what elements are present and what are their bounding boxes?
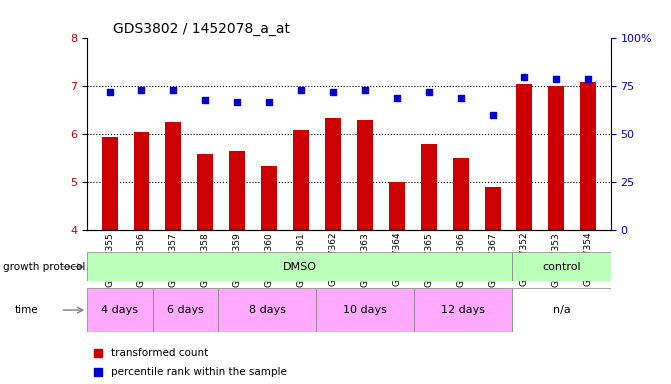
Point (264, 99, 274, 105)
Text: growth protocol: growth protocol (3, 262, 86, 272)
Text: 4 days: 4 days (101, 305, 138, 315)
Point (360, 87, 370, 93)
Bar (134, 132, 150, 230)
Bar (415, 288, 513, 332)
Point (439, 106, 450, 113)
Bar (87, 252, 513, 281)
Bar (101, 137, 117, 230)
Text: time: time (15, 305, 38, 315)
Point (136, 87, 147, 93)
Bar (548, 86, 564, 230)
Bar (484, 187, 501, 230)
Text: 8 days: 8 days (249, 305, 286, 315)
Point (551, 76, 562, 82)
Bar (421, 144, 437, 230)
Text: 6 days: 6 days (167, 305, 204, 315)
Point (168, 87, 178, 93)
Point (519, 74, 530, 80)
Point (391, 95, 402, 101)
Text: control: control (542, 262, 581, 272)
Text: DMSO: DMSO (283, 262, 317, 272)
Bar (229, 151, 245, 230)
Bar (316, 288, 414, 332)
Point (104, 89, 115, 95)
Bar (218, 288, 316, 332)
Text: 12 days: 12 days (442, 305, 485, 315)
Bar (87, 288, 153, 332)
Point (423, 89, 434, 95)
Bar (325, 118, 341, 230)
Bar (580, 82, 597, 230)
Point (487, 112, 498, 118)
Bar (293, 130, 309, 230)
Bar (153, 288, 218, 332)
Point (439, 288, 450, 294)
Bar (513, 252, 611, 281)
Point (232, 99, 243, 105)
Text: percentile rank within the sample: percentile rank within the sample (111, 367, 287, 377)
Bar (513, 288, 611, 332)
Bar (357, 120, 373, 230)
Bar (389, 182, 405, 230)
Text: n/a: n/a (553, 305, 570, 315)
Text: GDS3802 / 1452078_a_at: GDS3802 / 1452078_a_at (113, 22, 291, 36)
Bar (197, 154, 213, 230)
Text: transformed count: transformed count (111, 348, 208, 358)
Bar (166, 122, 181, 230)
Bar (261, 166, 277, 230)
Point (455, 95, 466, 101)
Point (327, 89, 338, 95)
Point (583, 76, 594, 82)
Text: 10 days: 10 days (344, 305, 387, 315)
Point (296, 87, 307, 93)
Bar (517, 84, 532, 230)
Bar (453, 158, 468, 230)
Point (200, 97, 211, 103)
